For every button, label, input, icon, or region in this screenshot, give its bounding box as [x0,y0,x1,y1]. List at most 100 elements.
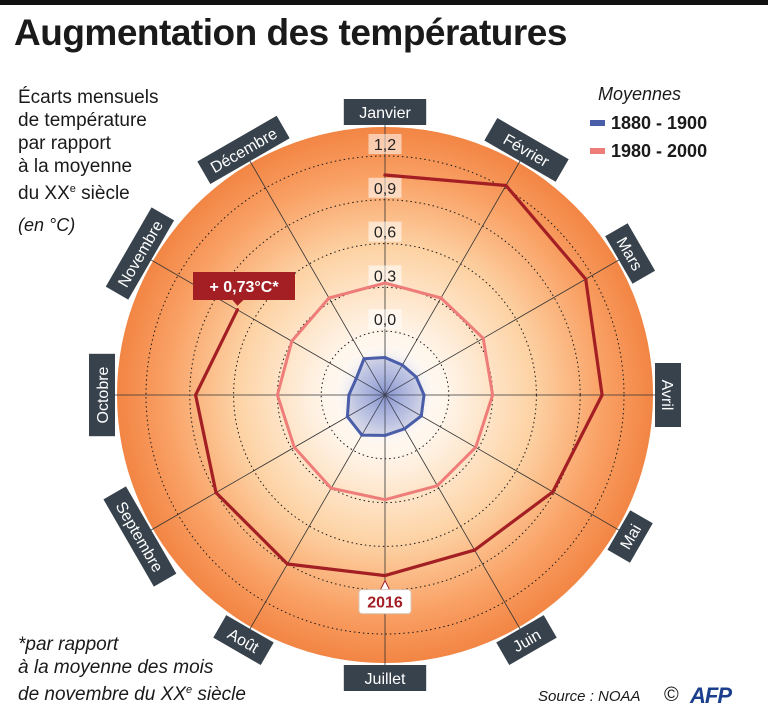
callout-pointer [232,300,244,306]
point-2016-fevrier [504,183,508,188]
month-tab-bg [605,223,656,284]
subtitle-line-5-pre: du XX [18,183,70,204]
point-2016-aout [285,562,289,566]
point-2016-avril [600,393,604,397]
point-1980-2000-novembre [290,339,294,343]
footnote-line-3-sup: e [185,684,193,696]
tick-label-bg [368,309,402,330]
subtitle-line-3: par rapport [18,133,111,154]
chart-subtitle: Écarts mensuels de température par rappo… [18,86,158,205]
callout-november: + 0,73°C* [193,272,295,306]
point-1880-1900-avril [422,393,426,397]
point-1880-1900-octobre [347,393,351,397]
callout-label: + 0,73°C* [209,279,279,296]
tick-label-bg [368,134,402,154]
point-2016-juillet [383,574,387,578]
point-1880-1900-novembre [354,376,358,380]
point-1880-1900-mars [414,375,418,379]
point-2016-mai [551,490,555,494]
callout-box [193,272,295,300]
spoke-novembre [131,248,386,396]
point-1880-1900-fevrier [400,363,404,367]
unit-label: (en °C) [18,215,76,235]
point-1980-2000-septembre [292,445,296,449]
point-1980-2000-fevrier [439,296,443,300]
month-tab-bg [655,363,681,427]
footnote-line-2: à la moyenne des mois [18,657,214,678]
legend-label: 1980 - 2000 [611,140,708,161]
legend-title: Moyennes [598,84,682,104]
callout-2016: 2016 [358,579,412,615]
month-tab-bg [105,207,175,300]
point-1880-1900-juin [402,427,407,431]
subtitle-line-4: à la moyenne [18,156,133,177]
point-1980-2000-decembre [327,296,331,300]
month-tab-juin: Juin [496,615,557,666]
point-2016-janvier [383,173,387,177]
point-2016-novembre [235,308,239,312]
top-bar [0,0,768,5]
month-tab-bg [343,665,427,691]
tick-label-bg [368,221,402,242]
point-1880-1900-mai [419,414,423,418]
month-tab-bg [496,615,557,666]
month-tab-bg [343,99,427,125]
callout-label: 2016 [367,595,403,612]
footnote: *par rapport à la moyenne des mois de no… [18,633,246,706]
month-label: Octobre [95,366,112,423]
point-1980-2000-mai [474,445,478,449]
tick-label-bg [368,265,402,286]
legend: Moyennes 1880 - 1900 1980 - 2000 [590,84,707,165]
month-tab-bg [607,510,653,563]
page-title: Augmentation des températures [14,12,567,53]
point-1880-1900-septembre [345,415,349,419]
callout-box [358,589,412,615]
tick-label: 1,2 [374,137,396,154]
legend-item-1980-2000: 1980 - 2000 [590,137,707,165]
month-tab-bg [484,118,569,182]
point-2016-octobre [194,393,198,397]
month-tab-juillet: Juillet [343,665,427,691]
point-1980-2000-janvier [383,281,387,285]
afp-logo: AFP [690,683,732,708]
copyright-symbol: © [664,684,679,706]
point-1980-2000-juillet [383,498,387,502]
point-1980-2000-octobre [275,393,279,397]
month-tab-avril: Avril [655,363,681,427]
month-label: Janvier [359,105,411,122]
month-tab-octobre: Octobre [89,353,115,437]
point-2016-septembre [214,491,218,495]
month-tab-bg [89,353,115,437]
point-1980-2000-juin [435,484,439,488]
footnote-line-3-post: siècle [192,684,246,705]
month-label: Avril [658,380,675,411]
tick-label: 0,6 [374,225,396,242]
spoke-decembre [238,141,386,396]
subtitle-line-1: Écarts mensuels [18,87,159,108]
subtitle-line-5-post: siècle [75,183,130,204]
point-2016-juin [473,548,477,552]
point-1980-2000-aout [329,486,333,490]
month-tab-aout: Août [213,615,274,666]
month-label: Juillet [365,671,406,688]
point-1880-1900-juillet [383,433,387,437]
legend-label: 1880 - 1900 [611,112,708,133]
footnote-line-3-pre: de novembre du XX [18,684,186,705]
point-1980-2000-mars [481,336,485,340]
subtitle-line-5-sup: e [69,183,76,195]
point-1880-1900-janvier [383,355,387,360]
spoke-aout [238,394,386,649]
spoke-juin [384,394,532,649]
tick-label: 0,9 [374,181,396,198]
tick-label: 0,0 [374,312,396,329]
legend-item-1880-1900: 1880 - 1900 [590,109,707,137]
point-1980-2000-avril [491,393,495,397]
point-1880-1900-decembre [362,357,366,361]
legend-swatch-pink [590,148,605,154]
legend-swatch-blue [590,120,605,126]
spoke-mars [384,248,639,396]
spoke-septembre [131,394,386,542]
spoke-mai [384,394,639,542]
month-tab-janvier: Janvier [343,99,427,125]
source-label: Source : NOAA [538,688,641,705]
